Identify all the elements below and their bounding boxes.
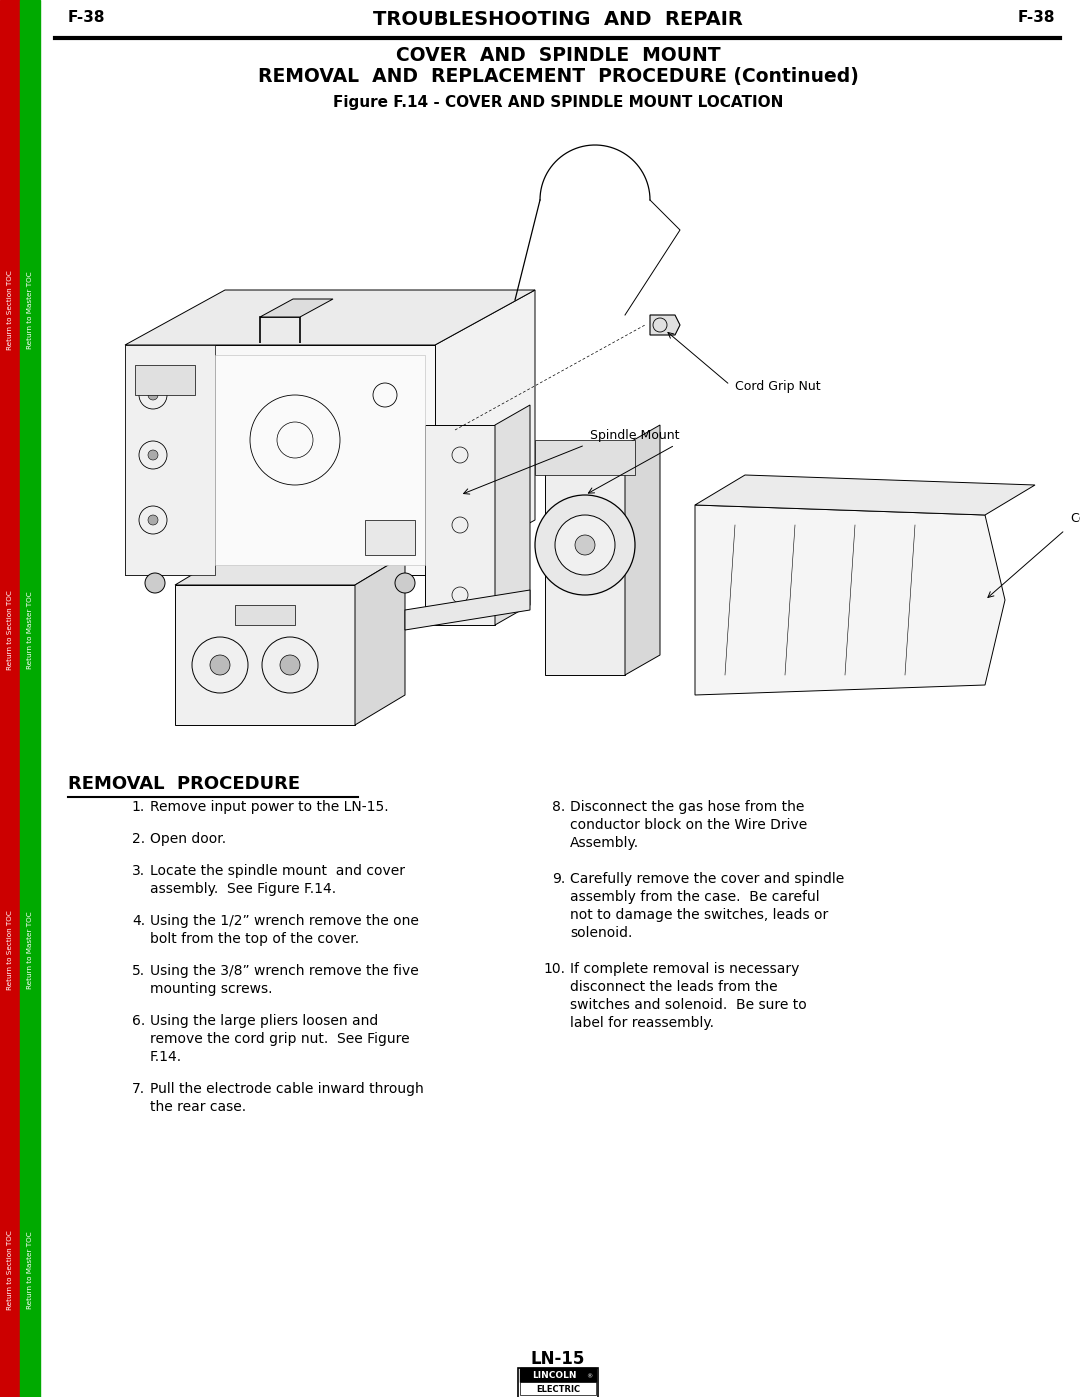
Text: F-38: F-38	[68, 10, 106, 25]
Polygon shape	[625, 425, 660, 675]
Polygon shape	[426, 425, 495, 624]
Text: ELECTRIC: ELECTRIC	[536, 1384, 580, 1393]
Polygon shape	[125, 345, 215, 576]
Bar	[518, 1368, 598, 1397]
Text: Using the 3/8” wrench remove the five: Using the 3/8” wrench remove the five	[150, 964, 419, 978]
Circle shape	[395, 573, 415, 592]
Text: 9.: 9.	[552, 872, 565, 886]
Text: label for reassembly.: label for reassembly.	[570, 1016, 714, 1030]
Text: 4.: 4.	[132, 914, 145, 928]
Bar	[365, 520, 415, 555]
Circle shape	[280, 655, 300, 675]
Text: LN-15: LN-15	[530, 1350, 585, 1368]
Bar	[21, 0, 40, 1397]
Text: F.14.: F.14.	[150, 1051, 183, 1065]
Text: ®: ®	[586, 1375, 592, 1379]
Text: Return to Section TOC: Return to Section TOC	[6, 590, 13, 671]
Circle shape	[555, 515, 615, 576]
Polygon shape	[175, 555, 405, 585]
Circle shape	[148, 390, 158, 400]
Polygon shape	[650, 314, 680, 335]
Text: the rear case.: the rear case.	[150, 1099, 246, 1113]
Text: 3.: 3.	[132, 863, 145, 877]
Bar	[519, 1368, 596, 1382]
Polygon shape	[125, 345, 435, 576]
Text: assembly from the case.  Be careful: assembly from the case. Be careful	[570, 890, 820, 904]
Text: Return to Section TOC: Return to Section TOC	[6, 270, 13, 349]
Text: remove the cord grip nut.  See Figure: remove the cord grip nut. See Figure	[150, 1032, 409, 1046]
Text: solenoid.: solenoid.	[570, 926, 633, 940]
Text: Open door.: Open door.	[150, 833, 226, 847]
Text: 8.: 8.	[552, 800, 565, 814]
Text: Figure F.14 - COVER AND SPINDLE MOUNT LOCATION: Figure F.14 - COVER AND SPINDLE MOUNT LO…	[333, 95, 783, 110]
Text: Return to Master TOC: Return to Master TOC	[27, 271, 33, 349]
Text: not to damage the switches, leads or: not to damage the switches, leads or	[570, 908, 828, 922]
Circle shape	[210, 655, 230, 675]
Text: LINCOLN: LINCOLN	[531, 1372, 577, 1380]
Circle shape	[148, 515, 158, 525]
Circle shape	[535, 495, 635, 595]
Polygon shape	[405, 590, 530, 630]
Text: REMOVAL  AND  REPLACEMENT  PROCEDURE (Continued): REMOVAL AND REPLACEMENT PROCEDURE (Conti…	[257, 67, 859, 87]
Polygon shape	[175, 585, 355, 725]
Text: assembly.  See Figure F.14.: assembly. See Figure F.14.	[150, 882, 336, 895]
Text: Using the 1/2” wrench remove the one: Using the 1/2” wrench remove the one	[150, 914, 419, 928]
Polygon shape	[435, 291, 535, 576]
Bar	[235, 605, 295, 624]
Polygon shape	[696, 504, 1005, 694]
Polygon shape	[215, 355, 426, 564]
Text: Assembly.: Assembly.	[570, 835, 639, 849]
Polygon shape	[355, 555, 405, 725]
Text: 10.: 10.	[543, 963, 565, 977]
Text: Locate the spindle mount  and cover: Locate the spindle mount and cover	[150, 863, 405, 877]
Text: Remove input power to the LN-15.: Remove input power to the LN-15.	[150, 800, 389, 814]
Text: Pull the electrode cable inward through: Pull the electrode cable inward through	[150, 1083, 423, 1097]
Text: disconnect the leads from the: disconnect the leads from the	[570, 981, 778, 995]
Circle shape	[148, 450, 158, 460]
Text: conductor block on the Wire Drive: conductor block on the Wire Drive	[570, 819, 807, 833]
Text: Return to Master TOC: Return to Master TOC	[27, 1231, 33, 1309]
Text: 7.: 7.	[132, 1083, 145, 1097]
Text: Return to Master TOC: Return to Master TOC	[27, 911, 33, 989]
Text: 1.: 1.	[132, 800, 145, 814]
Bar	[135, 365, 195, 395]
Text: If complete removal is necessary: If complete removal is necessary	[570, 963, 799, 977]
Text: 2.: 2.	[132, 833, 145, 847]
Text: REMOVAL  PROCEDURE: REMOVAL PROCEDURE	[68, 775, 300, 793]
Circle shape	[145, 573, 165, 592]
Text: 6.: 6.	[132, 1014, 145, 1028]
Polygon shape	[260, 299, 333, 317]
Text: Return to Section TOC: Return to Section TOC	[6, 909, 13, 990]
Text: Disconnect the gas hose from the: Disconnect the gas hose from the	[570, 800, 805, 814]
Circle shape	[575, 535, 595, 555]
Text: bolt from the top of the cover.: bolt from the top of the cover.	[150, 932, 360, 946]
Text: switches and solenoid.  Be sure to: switches and solenoid. Be sure to	[570, 997, 807, 1011]
Text: F-38: F-38	[1017, 10, 1055, 25]
Text: TROUBLESHOOTING  AND  REPAIR: TROUBLESHOOTING AND REPAIR	[373, 10, 743, 29]
Bar	[0, 0, 21, 1397]
Text: 5.: 5.	[132, 964, 145, 978]
Text: Return to Section TOC: Return to Section TOC	[6, 1231, 13, 1310]
Polygon shape	[125, 291, 535, 345]
Text: Cover: Cover	[1070, 511, 1080, 525]
Text: COVER  AND  SPINDLE  MOUNT: COVER AND SPINDLE MOUNT	[395, 46, 720, 66]
Text: mounting screws.: mounting screws.	[150, 982, 272, 996]
Text: Using the large pliers loosen and: Using the large pliers loosen and	[150, 1014, 378, 1028]
Polygon shape	[545, 446, 625, 675]
Text: Carefully remove the cover and spindle: Carefully remove the cover and spindle	[570, 872, 845, 886]
Text: Return to Master TOC: Return to Master TOC	[27, 591, 33, 669]
Text: Cord Grip Nut: Cord Grip Nut	[735, 380, 821, 393]
Polygon shape	[495, 405, 530, 624]
Polygon shape	[696, 475, 1035, 515]
Bar	[519, 1382, 596, 1396]
Polygon shape	[535, 440, 635, 475]
Text: Spindle Mount: Spindle Mount	[590, 429, 679, 441]
